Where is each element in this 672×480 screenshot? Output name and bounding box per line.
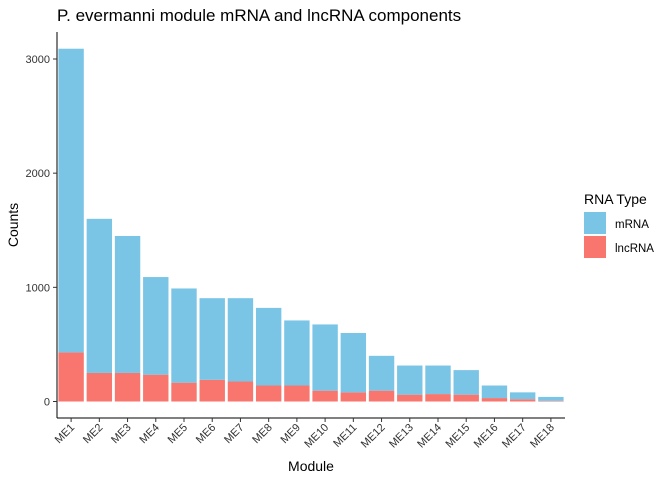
x-tick-label: ME9	[279, 422, 303, 446]
x-tick-label: ME4	[137, 422, 161, 446]
bar-mrna-me8	[255, 307, 282, 386]
bar-mrna-me3	[114, 235, 141, 373]
bar-mrna-me15	[453, 370, 479, 395]
legend: RNA Type mRNA lncRNA	[584, 191, 654, 258]
bar-lncrna-me13	[397, 394, 423, 402]
bar-lncrna-me11	[340, 392, 367, 402]
bar-mrna-me10	[312, 324, 338, 391]
x-tick-label: ME13	[387, 422, 416, 451]
bar-mrna-me18	[538, 396, 564, 401]
x-axis-label: Module	[288, 458, 334, 474]
x-tick-label: ME2	[81, 422, 105, 446]
y-axis-label: Counts	[5, 203, 21, 247]
bar-lncrna-me7	[227, 381, 254, 402]
bar-mrna-me12	[368, 355, 395, 391]
bar-lncrna-me14	[425, 394, 451, 402]
legend-key-lncrna	[584, 236, 606, 258]
chart-title: P. evermanni module mRNA and lncRNA comp…	[57, 6, 461, 25]
bar-mrna-me2	[86, 218, 113, 373]
x-tick-label: ME16	[472, 422, 501, 451]
x-tick-label: ME11	[331, 422, 359, 450]
legend-label-lncrna: lncRNA	[615, 243, 654, 255]
x-tick-label: ME3	[109, 422, 133, 446]
x-tick-label: ME18	[528, 422, 557, 451]
x-tick-label: ME8	[250, 422, 274, 446]
bar-lncrna-me6	[199, 379, 225, 402]
bar-lncrna-me17	[509, 399, 536, 402]
bar-lncrna-me9	[284, 385, 310, 402]
y-tick-label: 2000	[26, 168, 50, 180]
x-tick-label: ME17	[500, 422, 529, 451]
bar-lncrna-me8	[255, 385, 282, 402]
bar-lncrna-me1	[58, 352, 84, 402]
bar-lncrna-me18	[538, 400, 564, 402]
bar-mrna-me17	[509, 392, 536, 400]
y-ticks: 0 1000 2000 3000	[26, 54, 57, 409]
bar-lncrna-me10	[312, 390, 338, 402]
bar-mrna-me4	[143, 277, 169, 375]
bar-mrna-me13	[397, 365, 423, 395]
x-tick-label: ME5	[166, 422, 190, 446]
bar-lncrna-me3	[114, 372, 141, 402]
bar-mrna-me7	[227, 298, 254, 382]
x-tick-label: ME14	[415, 422, 444, 451]
bar-lncrna-me16	[481, 398, 508, 402]
x-tick-label: ME6	[194, 422, 218, 446]
bar-mrna-me1	[58, 48, 84, 353]
bar-lncrna-me5	[171, 382, 197, 402]
x-tick-label: ME15	[444, 422, 473, 451]
bar-mrna-me5	[171, 288, 197, 383]
x-tick-label: ME10	[302, 422, 331, 451]
legend-label-mrna: mRNA	[615, 219, 649, 231]
bar-lncrna-me12	[368, 390, 395, 402]
bar-lncrna-me4	[143, 374, 169, 402]
bar-mrna-me6	[199, 298, 225, 380]
bar-mrna-me14	[425, 365, 451, 395]
x-tick-label: ME1	[53, 422, 77, 446]
bar-mrna-me11	[340, 333, 367, 393]
y-tick-label: 1000	[26, 282, 50, 294]
bar-lncrna-me15	[453, 394, 479, 402]
x-tick-label: ME12	[359, 422, 388, 451]
y-tick-label: 0	[44, 397, 50, 409]
y-tick-label: 3000	[26, 54, 50, 66]
bar-lncrna-me2	[86, 372, 113, 402]
legend-title: RNA Type	[584, 191, 647, 207]
legend-key-mrna	[584, 212, 606, 234]
x-ticks: ME1 ME2 ME3 ME4 ME5 ME6 ME7 ME8 ME9 ME10 ME11 ME12 M…	[53, 418, 557, 450]
bar-mrna-me16	[481, 385, 508, 399]
plot-area	[58, 48, 564, 402]
bar-mrna-me9	[284, 320, 310, 386]
x-tick-label: ME7	[222, 422, 246, 446]
